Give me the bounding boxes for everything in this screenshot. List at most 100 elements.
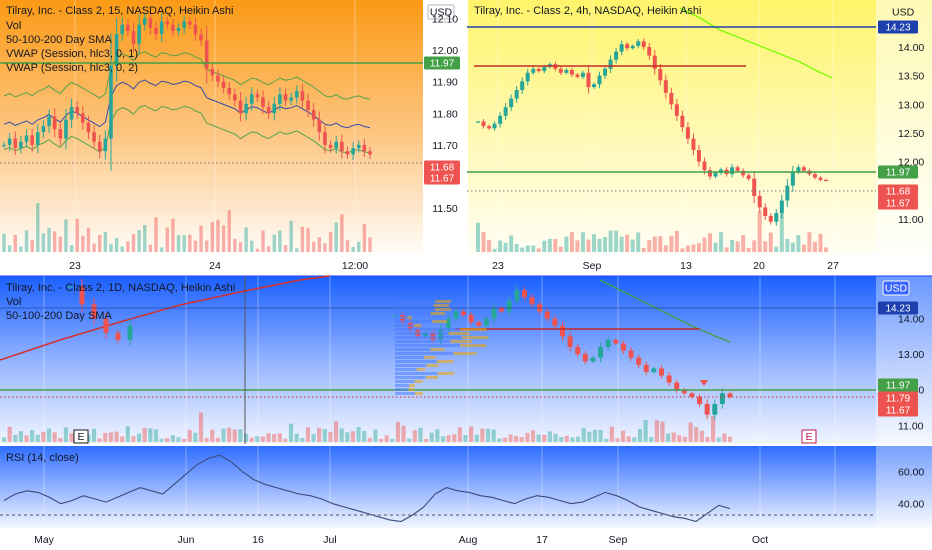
bl-volume-bar-9 <box>52 432 57 442</box>
bl-volume-bar-40 <box>227 427 232 442</box>
tl-volume-bar-45 <box>255 248 260 252</box>
tr-volume-bar-24 <box>608 230 613 252</box>
volume-profile-bar-9 <box>395 336 462 339</box>
bl-volume-bar-107 <box>604 438 609 442</box>
tl-indicator-vwap-2[interactable]: VWAP (Session, hlc3, 0, 2) <box>6 62 138 74</box>
tl-volume-bar-0 <box>2 233 6 252</box>
tl-volume-bar-59 <box>334 222 338 252</box>
bl2-candle-43 <box>719 393 725 404</box>
volume-profile-bar-alt-10 <box>450 340 473 343</box>
tl-candle-31 <box>176 27 181 31</box>
bl-volume-bar-34 <box>193 432 198 442</box>
tl-indicator-sma[interactable]: 50-100-200 Day SMA <box>6 34 112 46</box>
volume-profile-bar-21 <box>395 384 410 387</box>
volume-profile-bar-12 <box>395 348 431 351</box>
bl-volume-bar-87 <box>491 429 496 442</box>
tr-volume-bar-53 <box>768 232 773 252</box>
candle-layer <box>2 11 828 420</box>
bl-volume-bar-57 <box>322 429 327 442</box>
bl-indicator-sma[interactable]: 50-100-200 Day SMA <box>6 310 112 322</box>
bl-volume-bar-62 <box>350 431 356 442</box>
bl-volume-bar-127 <box>716 437 721 442</box>
tr-volume-bar-58 <box>796 235 801 252</box>
tl-candle-44 <box>249 94 254 104</box>
tr-candle-56 <box>785 185 790 201</box>
tl-volume-bar-24 <box>137 230 141 252</box>
tr-currency-label: USD <box>892 7 915 19</box>
tl-volume-bar-62 <box>351 246 355 252</box>
tl-volume-bar-5 <box>30 240 34 252</box>
tr-candle-44 <box>719 169 724 174</box>
tr-candle-53 <box>768 215 773 222</box>
bl-volume-bar-37 <box>210 429 215 442</box>
tr-candle-2 <box>487 126 492 129</box>
tr-volume-bar-45 <box>724 247 729 252</box>
tl-indicator-vwap-1[interactable]: VWAP (Session, hlc3, 0, 1) <box>6 48 138 60</box>
bl-volume-bar-96 <box>542 434 547 442</box>
bl-volume-bar-129 <box>727 436 733 442</box>
tr-candle-55 <box>779 200 784 214</box>
volume-profile-bar-17 <box>395 368 417 371</box>
bl-volume-bar-36 <box>204 437 209 442</box>
bl-price-tag-0: 14.23 <box>885 304 910 315</box>
tl-x-tick-1: 24 <box>209 260 221 272</box>
bl-volume-bar-23 <box>131 436 136 442</box>
volume-profile-bar-3 <box>395 312 431 315</box>
volume-profile-bar-alt-15 <box>436 360 454 363</box>
bl-volume-bar-92 <box>519 437 524 442</box>
bl2-candle-38 <box>681 389 687 394</box>
bl-volume-bar-63 <box>356 427 361 442</box>
bl-indicator-vol[interactable]: Vol <box>6 296 21 308</box>
tl-candle-13 <box>75 106 79 114</box>
bl-volume-bar-126 <box>711 415 716 442</box>
tl-y-tick-3: 11.80 <box>432 108 458 120</box>
bl-volume-bar-69 <box>390 438 395 442</box>
tl-volume-bar-54 <box>306 228 310 252</box>
volume-profile-bar-18 <box>395 372 438 375</box>
volume-profile-bar-15 <box>395 360 437 363</box>
tl-price-tag-2: 11.67 <box>430 174 455 185</box>
bl-volume-bar-10 <box>58 437 63 442</box>
rsi-title[interactable]: RSI (14, close) <box>6 452 79 464</box>
tl-candle-48 <box>272 103 277 114</box>
tr-price-tag-3: 11.67 <box>886 199 911 210</box>
bl-volume-bar-77 <box>435 429 440 442</box>
bl-volume-bar-48 <box>272 433 277 442</box>
tl-candle-7 <box>41 125 46 133</box>
tr-volume-bar-0 <box>476 222 480 252</box>
volume-profile-bar-alt-2 <box>434 308 451 311</box>
tr-candle-63 <box>824 179 828 182</box>
volume-profile-bar-alt-12 <box>430 348 445 351</box>
tr-candle-16 <box>564 69 569 73</box>
bl-volume-bar-90 <box>508 434 513 442</box>
bl-volume-bar-65 <box>367 437 372 442</box>
bl-volume-bar-47 <box>266 433 271 442</box>
tr-volume-bar-49 <box>746 247 751 252</box>
tl-candle-32 <box>182 21 186 28</box>
tl-currency-badge[interactable] <box>427 4 455 20</box>
tr-candle-52 <box>763 207 768 216</box>
tr-y-tick-1: 13.50 <box>898 71 924 83</box>
volume-profile-bar-alt-3 <box>430 312 445 315</box>
tl-volume-bar-21 <box>120 246 124 252</box>
tl-volume-bar-49 <box>278 230 282 252</box>
tr-candle-32 <box>652 55 657 69</box>
bl-volume-bar-86 <box>485 428 491 442</box>
bl-volume-bar-53 <box>300 437 305 442</box>
rsi-line <box>3 454 731 523</box>
tl-candle-46 <box>261 97 265 107</box>
tl-volume-bar-33 <box>188 234 192 252</box>
bl-currency-badge[interactable] <box>882 280 910 296</box>
tl-candle-40 <box>227 87 232 95</box>
tl-volume-bar-36 <box>205 240 209 252</box>
tr-candle-24 <box>608 59 613 69</box>
tr-candle-27 <box>625 44 630 49</box>
volume-profile <box>395 300 489 395</box>
bl2-candle-40 <box>697 396 703 404</box>
tr-price-tag-1-bg <box>878 165 918 179</box>
bl-volume-bar-5 <box>30 430 35 442</box>
volume-profile-bar-10 <box>395 340 451 343</box>
line-layer <box>0 7 833 523</box>
bl-volume-bar-1 <box>7 426 12 442</box>
tl-indicator-vol[interactable]: Vol <box>6 20 21 32</box>
